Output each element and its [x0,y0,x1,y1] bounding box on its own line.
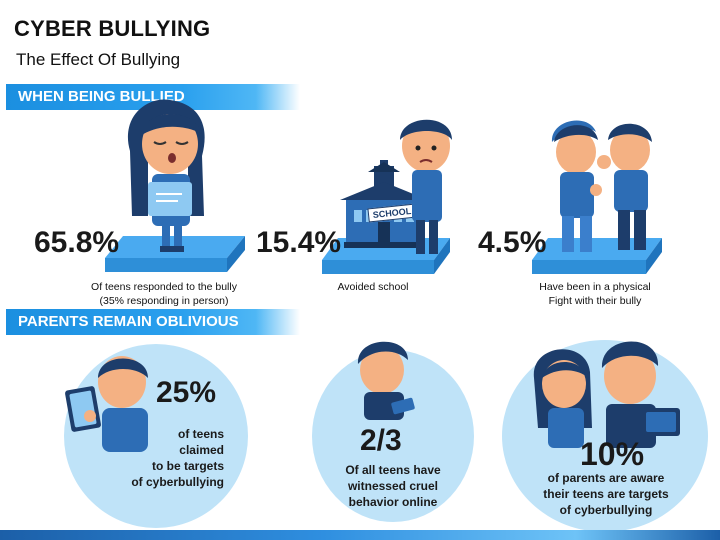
desc-line: claimed [179,443,224,457]
bottom-decorative-strip [0,530,720,540]
stat-avoided-school: 15.4% [256,226,342,259]
desc-line: witnessed cruel [347,479,439,493]
desc-witnessed-cruel-behavior: Of all teens have witnessed cruel behavi… [326,462,460,510]
stat-witnessed-cruel-behavior: 2/3 [360,424,402,457]
caption-line: Avoided school [337,281,409,293]
caption-line: Have been in a physical [539,281,651,293]
crying-girl-illustration [127,99,205,252]
stat-physical-fight: 4.5% [478,226,547,259]
caption-responded-to-bully: Of teens responded to the bully (35% res… [70,280,258,308]
desc-line: of teens [177,427,224,441]
desc-line: behavior online [348,495,438,509]
boy-with-tablet-illustration [65,356,148,452]
desc-parents-aware: of parents are aware their teens are tar… [528,470,684,518]
page-title: CYBER BULLYING [14,16,211,41]
fighting-boys-illustration [551,120,652,252]
stat-parents-aware: 10% [580,436,645,472]
desc-line: to be targets [151,459,224,473]
desc-line: their teens are targets [543,487,669,501]
page-subtitle: The Effect Of Bullying [16,50,181,69]
stat-teens-targets: 25% [156,376,217,409]
desc-line: of cyberbullying [131,475,224,489]
desc-line: of parents are aware [547,471,665,485]
caption-avoided-school: Avoided school [318,280,428,294]
caption-line: Fight with their bully [548,295,642,307]
caption-line: (35% responding in person) [99,295,229,307]
desc-line: of cyberbullying [559,503,653,517]
caption-physical-fight: Have been in a physical Fight with their… [520,280,670,308]
stat-responded-to-bully: 65.8% [34,226,120,259]
man-with-phone-illustration [357,341,415,420]
desc-line: Of all teens have [345,463,441,477]
circle-cyberbullying-targets [64,344,248,528]
sad-boy-illustration [400,119,452,254]
desc-teens-targets: of teens claimed to be targets of cyberb… [112,426,224,490]
section-header-parents-remain-oblivious: PARENTS REMAIN OBLIVIOUS [6,309,300,335]
parents-illustration [533,341,680,448]
caption-line: Of teens responded to the bully [91,281,237,293]
